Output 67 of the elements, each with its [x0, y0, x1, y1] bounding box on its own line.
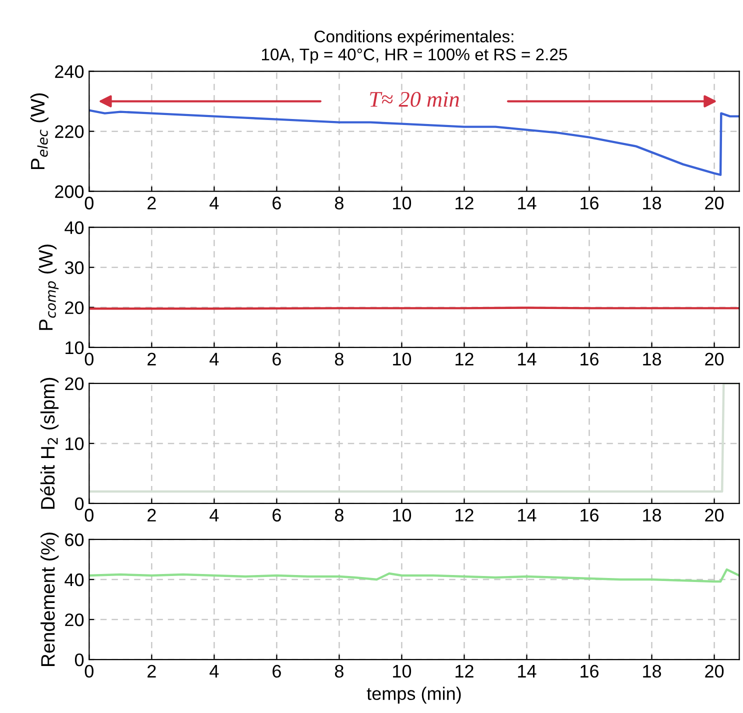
x-tick-label: 4 [210, 352, 219, 366]
line-series [89, 568, 740, 583]
x-tick-label: 4 [210, 196, 219, 210]
x-tick-label: 8 [334, 508, 344, 522]
x-tick-label: 2 [148, 664, 156, 678]
x-tick-label: 10 [393, 352, 412, 366]
y-tick-label: 220 [55, 125, 84, 138]
y-axis-title: P$_{elec}$ (W) [30, 93, 48, 170]
x-tick-label: 2 [148, 508, 156, 522]
y-tick-label: 20 [65, 377, 84, 390]
x-tick-label: 0 [84, 508, 94, 522]
x-tick-label: 0 [84, 664, 94, 678]
x-tick-label: 14 [518, 196, 536, 210]
x-tick-label: 20 [705, 352, 724, 366]
x-tick-label: 14 [518, 508, 536, 522]
x-axis-title: temps (min) [366, 686, 461, 704]
y-axis-title: Rendement (%) [40, 532, 59, 666]
x-tick-label: 10 [393, 664, 412, 678]
x-tick-label: 16 [580, 664, 599, 678]
x-tick-label: 6 [272, 196, 281, 210]
x-tick-label: 16 [580, 352, 599, 366]
x-tick-label: 8 [334, 196, 344, 210]
x-tick-label: 10 [393, 196, 412, 210]
x-tick-label: 10 [393, 508, 412, 522]
x-tick-label: 6 [272, 352, 281, 366]
line-series [89, 109, 740, 176]
x-tick-label: 18 [643, 196, 662, 210]
y-tick-label: 10 [66, 437, 84, 450]
x-tick-label: 18 [643, 508, 662, 522]
y-tick-label: 40 [64, 573, 84, 586]
x-tick-label: 12 [456, 196, 474, 210]
x-tick-label: 2 [148, 352, 156, 366]
x-tick-label: 16 [580, 196, 599, 210]
y-axis-title: P$_{comp}$ (W) [38, 244, 59, 330]
x-tick-label: 14 [518, 352, 536, 366]
x-tick-label: 12 [456, 664, 474, 678]
x-tick-label: 14 [518, 665, 536, 678]
x-tick-label: 2 [148, 196, 156, 210]
x-tick-label: 8 [334, 664, 344, 678]
chart-title: Conditions expérimentales: 10A, Tp = 40°C, HR = 100% et RS = 2.25 [262, 30, 568, 64]
x-tick-label: 20 [705, 196, 724, 210]
x-tick-label: 18 [643, 664, 662, 678]
y-tick-label: 240 [55, 65, 84, 78]
x-tick-label: 20 [705, 508, 724, 522]
y-tick-label: 30 [64, 261, 84, 274]
y-tick-label: 20 [65, 301, 84, 314]
y-tick-label: 10 [66, 341, 84, 354]
y-tick-label: 20 [65, 613, 84, 626]
x-tick-label: 0 [84, 196, 94, 210]
x-tick-label: 6 [272, 664, 281, 678]
y-tick-label: 200 [55, 185, 84, 198]
x-tick-label: 12 [456, 352, 474, 366]
annotation: T≈ 20 min [370, 92, 459, 107]
x-tick-label: 8 [334, 352, 344, 366]
y-tick-label: 60 [65, 533, 84, 546]
x-tick-label: 18 [643, 352, 662, 366]
y-tick-label: 0 [74, 497, 84, 510]
x-tick-label: 20 [705, 664, 724, 678]
x-tick-label: 16 [580, 508, 599, 522]
x-tick-label: 0 [84, 352, 94, 366]
x-tick-label: 6 [272, 508, 281, 522]
y-tick-label: 40 [64, 221, 84, 234]
y-axis-title: Débit H$_{2}$ (slpm) [40, 378, 59, 509]
x-tick-label: 4 [210, 665, 219, 678]
y-tick-label: 0 [74, 653, 84, 666]
x-tick-label: 12 [456, 508, 474, 522]
x-tick-label: 4 [210, 508, 219, 522]
